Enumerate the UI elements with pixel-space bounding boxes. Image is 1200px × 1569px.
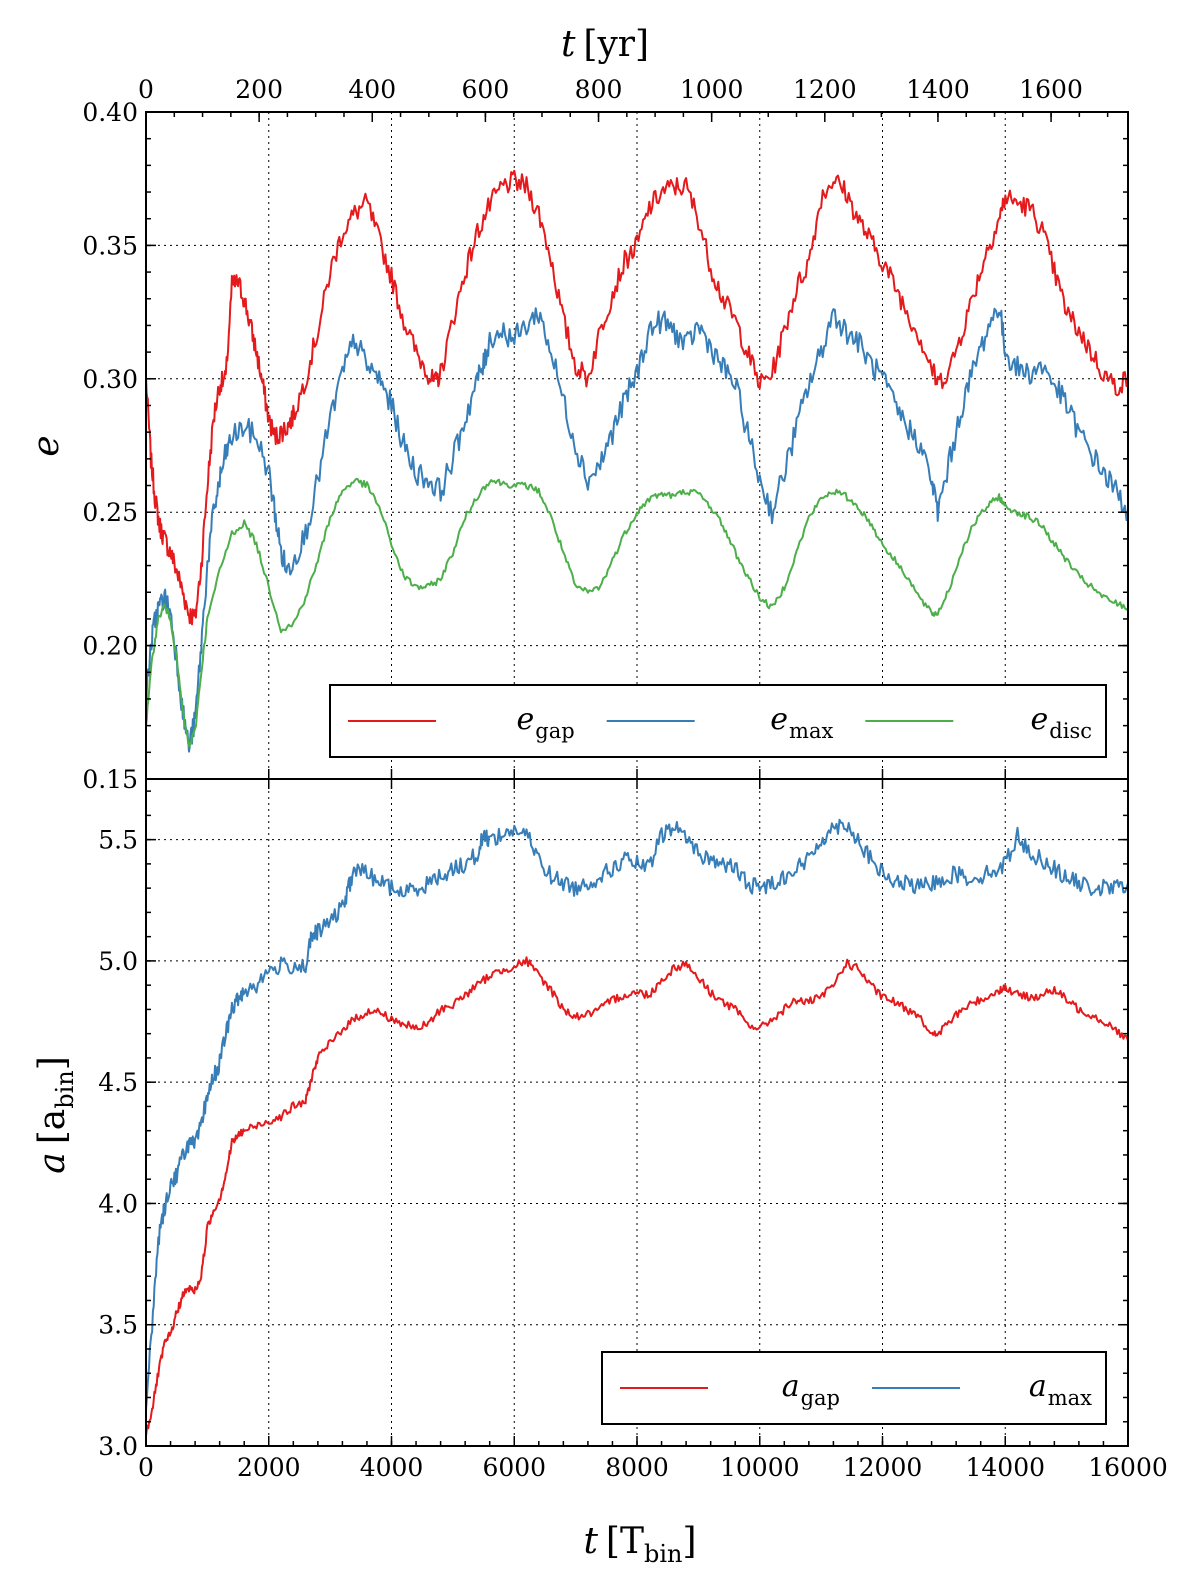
bottom-legend-label-max: amax — [1029, 1369, 1092, 1410]
bottom-ytick-label-4: 5.0 — [98, 947, 138, 976]
top-legend-label-sub-disc: disc — [1049, 719, 1092, 743]
top-x-axis-title-var: t — [561, 24, 576, 65]
top-legend: egap emax edisc — [329, 684, 1107, 758]
bottom-xtick-label-5: 10000 — [720, 1453, 800, 1482]
bottom-xtick-label-7: 14000 — [965, 1453, 1045, 1482]
top-series-disc — [145, 477, 1129, 748]
bottom-y-axis-title-var: a — [32, 1152, 73, 1173]
bottom-xtick-label-8: 16000 — [1088, 1453, 1168, 1482]
bottom-x-axis-title-var: t — [583, 1521, 598, 1562]
top-ytick-label-5: 0.40 — [82, 98, 138, 127]
bottom-legend: agap amax — [601, 1351, 1107, 1425]
bottom-xtick-label-0: 0 — [138, 1453, 154, 1482]
top-xtick-yr-label-7: 1400 — [906, 75, 970, 104]
top-ytick-label-4: 0.35 — [82, 231, 138, 260]
top-ytick-label-3: 0.30 — [82, 365, 138, 394]
bottom-x-axis-title-sub: bin — [644, 1540, 683, 1568]
top-series-max — [145, 307, 1129, 753]
bottom-ytick-label-3: 4.5 — [98, 1068, 138, 1097]
top-legend-label-gap: egap — [516, 702, 574, 743]
bottom-ytick-label-2: 4.0 — [98, 1189, 138, 1218]
top-legend-label-max: emax — [770, 702, 833, 743]
bottom-x-axis-title-unit: [T — [606, 1521, 644, 1562]
top-xtick-yr-label-0: 0 — [138, 75, 154, 104]
bottom-xtick-label-3: 6000 — [482, 1453, 546, 1482]
bottom-xtick-label-1: 2000 — [237, 1453, 301, 1482]
bottom-series-max — [145, 818, 1129, 1410]
bottom-y-axis-title: a [abin] — [32, 1056, 79, 1174]
bottom-legend-label-gap: agap — [782, 1369, 840, 1410]
top-ytick-label-0: 0.15 — [82, 765, 138, 794]
bottom-xtick-label-2: 4000 — [360, 1453, 424, 1482]
bottom-y-axis-title-unit: [a — [32, 1109, 73, 1145]
top-xtick-yr-label-2: 400 — [348, 75, 396, 104]
top-legend-label-disc: edisc — [1031, 702, 1092, 743]
top-legend-label-main-max: e — [770, 702, 788, 737]
bottom-legend-label-main-gap: a — [782, 1369, 800, 1404]
bottom-x-axis-title: t [Tbin] — [583, 1521, 696, 1568]
bottom-xtick-label-4: 8000 — [605, 1453, 669, 1482]
top-frame — [145, 111, 1129, 780]
top-legend-label-sub-gap: gap — [535, 719, 574, 743]
top-legend-label-main-disc: e — [1031, 702, 1049, 737]
top-x-axis-title-unit: [yr] — [583, 24, 649, 65]
top-xtick-yr-label-1: 200 — [235, 75, 283, 104]
top-xtick-yr-label-4: 800 — [575, 75, 623, 104]
bottom-series-gap — [145, 956, 1129, 1437]
top-xtick-yr-label-6: 1200 — [793, 75, 857, 104]
top-y-axis-title: e — [26, 435, 67, 456]
top-x-axis-title: t [yr] — [561, 24, 649, 65]
bottom-legend-label-sub-max: max — [1048, 1386, 1092, 1410]
top-xtick-yr-label-3: 600 — [462, 75, 510, 104]
top-legend-label-sub-max: max — [789, 719, 833, 743]
top-legend-box — [329, 684, 1107, 758]
bottom-y-axis-title-sub: bin — [51, 1070, 79, 1109]
bottom-legend-label-main-max: a — [1029, 1369, 1047, 1404]
bottom-ytick-label-1: 3.5 — [98, 1311, 138, 1340]
top-ytick-label-2: 0.25 — [82, 498, 138, 527]
top-xtick-yr-label-8: 1600 — [1019, 75, 1083, 104]
top-series-gap — [145, 169, 1129, 626]
bottom-x-axis-title-close: ] — [682, 1521, 696, 1562]
top-xtick-yr-label-5: 1000 — [680, 75, 744, 104]
bottom-xtick-label-6: 12000 — [843, 1453, 923, 1482]
top-legend-label-main-gap: e — [516, 702, 534, 737]
bottom-ytick-label-5: 5.5 — [98, 826, 138, 855]
top-ytick-label-1: 0.20 — [82, 632, 138, 661]
bottom-ytick-label-0: 3.0 — [98, 1432, 138, 1461]
bottom-legend-label-sub-gap: gap — [801, 1386, 840, 1410]
bottom-y-axis-title-close: ] — [32, 1056, 73, 1070]
